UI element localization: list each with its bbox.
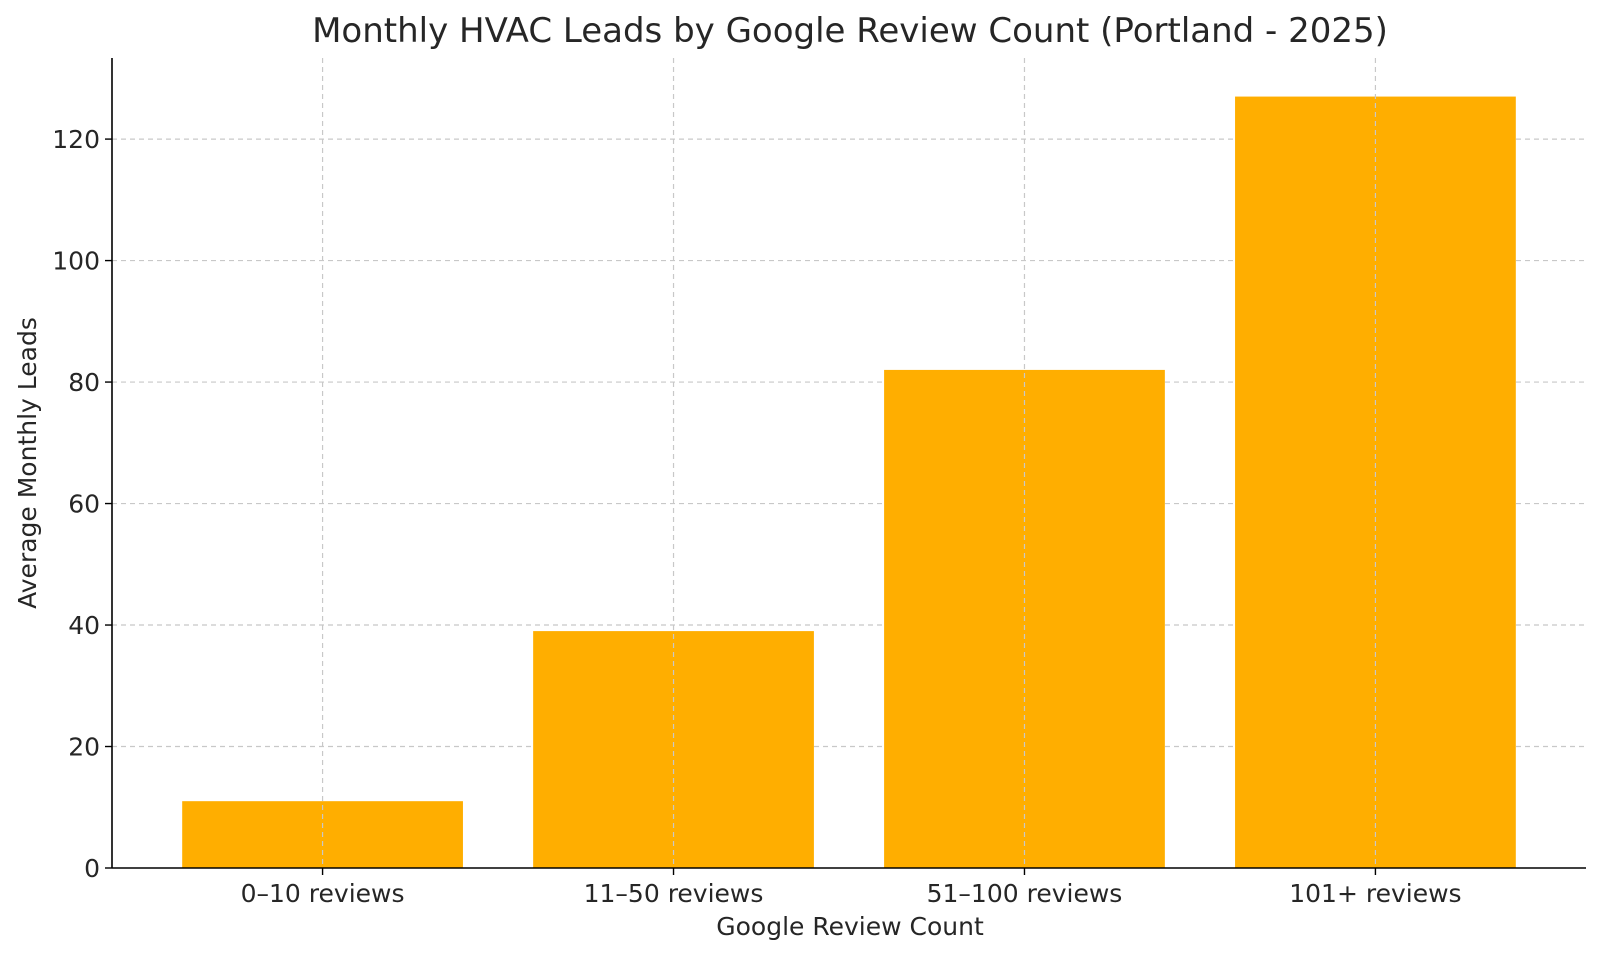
y-tick-label-2: 40 — [68, 611, 100, 640]
x-tick-label-1: 11–50 reviews — [584, 879, 764, 908]
chart-title: Monthly HVAC Leads by Google Review Coun… — [312, 11, 1388, 51]
y-tick-label-3: 60 — [68, 490, 100, 519]
y-tick-label-0: 0 — [84, 854, 100, 883]
x-tick-label-0: 0–10 reviews — [241, 879, 405, 908]
y-tick-label-5: 100 — [52, 247, 100, 276]
x-axis-title: Google Review Count — [716, 912, 984, 941]
x-tick-label-2: 51–100 reviews — [927, 879, 1123, 908]
y-tick-label-4: 80 — [68, 368, 100, 397]
y-tick-label-1: 20 — [68, 733, 100, 762]
ticks-layer: 0 20 40 60 80 100 120 0–10 reviews 11–50 reviews… — [52, 58, 1462, 908]
axes-layer — [111, 58, 1586, 869]
y-axis-title: Average Monthly Leads — [13, 317, 42, 609]
bars-layer — [182, 96, 1516, 869]
y-tick-label-6: 120 — [52, 125, 100, 154]
x-tick-label-3: 101+ reviews — [1289, 879, 1461, 908]
